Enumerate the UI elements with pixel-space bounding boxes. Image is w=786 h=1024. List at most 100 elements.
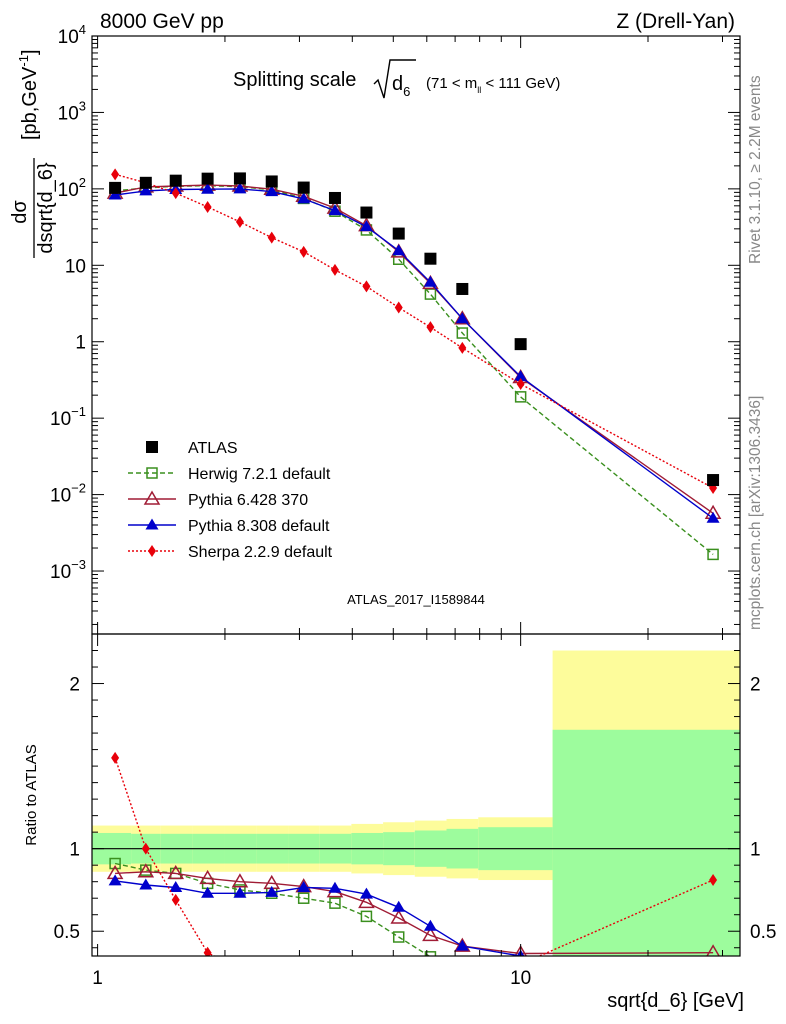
y-label-unit-close: ]: [19, 49, 41, 55]
data-point-atlas: [297, 181, 310, 194]
data-point-pythia8: [139, 184, 153, 196]
data-point-sherpa: [458, 341, 467, 354]
y-tick-base: 10: [65, 256, 86, 277]
data-point-pythia8: [706, 511, 720, 523]
ratio-point-herwig: [329, 897, 341, 909]
x-axis-label: sqrt{d_6} [GeV]: [607, 990, 744, 1012]
data-point-pythia6: [454, 310, 471, 325]
y-tick-label: 1: [75, 333, 86, 354]
legend-label-pythia6: Pythia 6.428 370: [188, 492, 308, 509]
data-point-atlas: [328, 191, 341, 204]
data-point-pythia8: [265, 185, 279, 197]
title-variable: d6: [392, 73, 410, 99]
ratio-point-sherpa: [171, 893, 180, 906]
data-point-pythia8: [455, 312, 469, 324]
y-label-denominator: dsqrt{d_6}: [35, 162, 57, 254]
data-point-pythia8: [233, 182, 247, 194]
main-y-axis-label: dσ dsqrt{d_6} [pb,GeV-1]: [9, 49, 57, 258]
ratio-point-sherpa: [300, 985, 308, 997]
data-point-atlas: [456, 282, 469, 295]
plot-title: Splitting scale: [233, 69, 356, 91]
data-point-herwig: [514, 391, 527, 403]
y-tick-label: 10−2: [50, 481, 86, 507]
ratio-point-pythia6: [358, 893, 375, 909]
ratio-point-pythia8: [328, 881, 342, 893]
y-tick-label: 10: [65, 256, 86, 277]
x-tick-label: 10: [510, 968, 531, 989]
ratio-point-pythia8: [297, 880, 311, 892]
ratio-point-sherpa: [268, 978, 276, 990]
y-tick-base: 10: [50, 562, 71, 583]
sqrt-symbol: [373, 59, 416, 99]
y-tick-exponent: 4: [79, 22, 86, 37]
ratio-point-pythia8: [201, 886, 215, 898]
legend-marker-atlas: [146, 441, 158, 453]
ratio-point-pythia8: [712, 955, 714, 956]
ratio-point-pythia6: [231, 873, 249, 888]
data-point-atlas: [265, 175, 278, 188]
data-point-pythia8: [297, 192, 311, 204]
ratio-point-pythia6: [199, 869, 216, 885]
ratio-point-sherpa: [362, 990, 370, 1002]
y-tick-label: 102: [58, 175, 86, 201]
data-point-herwig: [707, 548, 719, 561]
ratio-point-sherpa: [331, 989, 339, 1001]
title-cut-close: < 111 GeV): [481, 75, 560, 92]
y-tick-exponent: −3: [71, 557, 86, 572]
data-point-atlas: [360, 206, 373, 219]
ratio-line-pythia8: [115, 880, 544, 956]
ratio-plot-frame: [91, 633, 741, 957]
y-tick-label: 103: [58, 98, 86, 124]
ratio-point-sherpa: [426, 987, 434, 999]
data-point-atlas: [424, 252, 437, 265]
title-cut-open: (71 < m: [426, 75, 477, 92]
y-tick-label: 10−3: [50, 557, 86, 583]
data-point-sherpa: [171, 187, 180, 200]
y-tick-base: 10: [58, 27, 79, 48]
ratio-point-pythia8: [359, 887, 373, 899]
y-label-numerator: dσ: [9, 200, 31, 224]
ratio-y-tick-label: 0.5: [54, 922, 80, 943]
data-point-pythia8: [392, 244, 406, 256]
ratio-point-pythia8: [108, 874, 122, 886]
ratio-point-pythia8: [169, 880, 183, 892]
title-variable-sub: 6: [403, 84, 410, 99]
legend-marker-pythia8: [145, 518, 159, 530]
ratio-band-inner: [552, 729, 740, 956]
ratio-point-pythia8: [233, 886, 247, 898]
y-label-unit-sup: -1: [16, 55, 31, 67]
data-point-pythia8: [108, 188, 122, 200]
data-point-pythia8: [514, 370, 528, 382]
data-point-sherpa: [394, 301, 403, 314]
ratio-point-pythia6: [454, 937, 471, 952]
data-point-sherpa: [203, 200, 212, 213]
ratio-y-tick-label: 2: [69, 675, 80, 696]
y-tick-label: 10−1: [50, 404, 86, 430]
data-point-atlas: [707, 474, 720, 487]
y-tick-exponent: −1: [71, 404, 86, 419]
data-point-sherpa: [516, 377, 525, 390]
data-point-sherpa: [330, 263, 339, 276]
data-point-atlas: [139, 176, 152, 189]
y-tick-exponent: −2: [71, 481, 86, 496]
ratio-point-pythia8: [139, 878, 153, 890]
legend-label-pythia8: Pythia 8.308 default: [188, 518, 330, 535]
data-point-pythia8: [423, 275, 437, 287]
series-line-pythia6: [114, 184, 714, 514]
ratio-point-sherpa: [141, 842, 150, 855]
ratio-point-pythia6: [422, 926, 439, 942]
y-label-unit: [pb,GeV-1]: [16, 49, 41, 140]
data-point-atlas: [514, 338, 527, 351]
y-tick-base: 1: [75, 333, 86, 354]
ratio-point-pythia8: [455, 939, 469, 951]
data-point-atlas: [392, 227, 405, 240]
title-mass-cut: (71 < mll < 111 GeV): [426, 75, 560, 95]
ratio-point-herwig: [297, 892, 310, 904]
y-tick-exponent: 2: [79, 175, 86, 190]
data-point-sherpa: [362, 280, 371, 293]
ratio-point-herwig: [109, 857, 121, 870]
legend-label-atlas: ATLAS: [188, 440, 238, 457]
x-tick-label: 1: [92, 968, 103, 989]
data-point-sherpa: [235, 215, 244, 228]
